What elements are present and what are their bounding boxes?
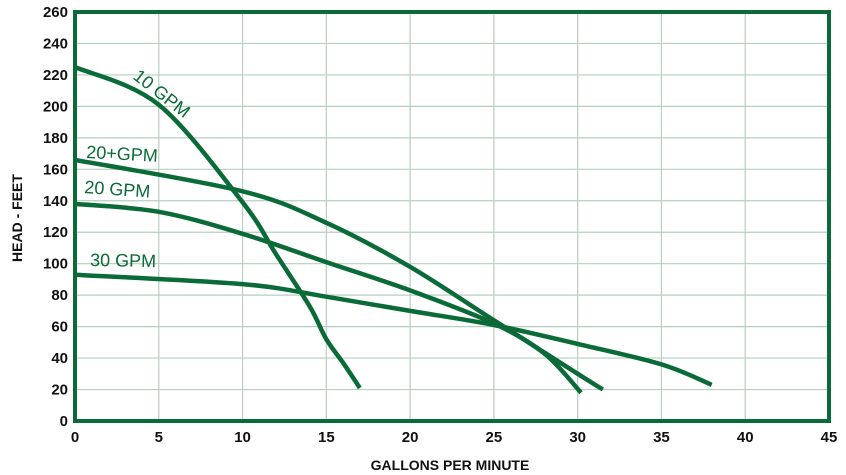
x-axis-label: GALLONS PER MINUTE (371, 457, 530, 473)
x-tick-label-7: 35 (653, 429, 670, 446)
series-line-20plus-gpm (74, 157, 604, 392)
series-label-20plus-gpm: 20+GPM (86, 142, 158, 166)
y-tick-label-4: 80 (51, 287, 68, 304)
y-tick-label-8: 160 (43, 161, 68, 178)
pump-curves (74, 65, 713, 395)
y-tick-label-6: 120 (43, 224, 68, 241)
y-tick-label-9: 180 (43, 130, 68, 147)
x-tick-label-6: 30 (569, 429, 586, 446)
x-tick-label-1: 5 (155, 429, 163, 446)
y-tick-label-10: 200 (43, 98, 68, 115)
series-line-30-gpm (74, 272, 713, 387)
x-tick-label-0: 0 (71, 429, 79, 446)
y-tick-label-2: 40 (51, 350, 68, 367)
y-tick-label-13: 260 (43, 4, 68, 21)
series-line-20-gpm (74, 201, 583, 395)
y-tick-label-11: 220 (43, 67, 68, 84)
x-tick-label-5: 25 (486, 429, 503, 446)
series-line-10-gpm (74, 65, 362, 390)
y-axis-ticks: 0 20 40 60 80 100 120 140 160 180 200 220 240 260 (43, 4, 68, 430)
x-tick-label-9: 45 (821, 429, 838, 446)
x-tick-label-3: 15 (318, 429, 335, 446)
x-tick-label-8: 40 (737, 429, 754, 446)
x-tick-label-2: 10 (234, 429, 251, 446)
y-tick-label-5: 100 (43, 256, 68, 273)
series-label-30-gpm: 30 GPM (90, 250, 156, 271)
y-axis-label: HEAD - FEET (9, 174, 25, 262)
y-tick-label-7: 140 (43, 193, 68, 210)
series-label-20-gpm: 20 GPM (84, 177, 151, 202)
y-tick-label-1: 20 (51, 382, 68, 399)
x-axis-ticks: 0 5 10 15 20 25 30 35 40 45 (71, 429, 838, 446)
plot-frame (73, 10, 831, 423)
y-tick-label-0: 0 (60, 413, 68, 430)
y-tick-label-3: 60 (51, 319, 68, 336)
x-tick-label-4: 20 (402, 429, 419, 446)
y-tick-label-12: 240 (43, 35, 68, 52)
